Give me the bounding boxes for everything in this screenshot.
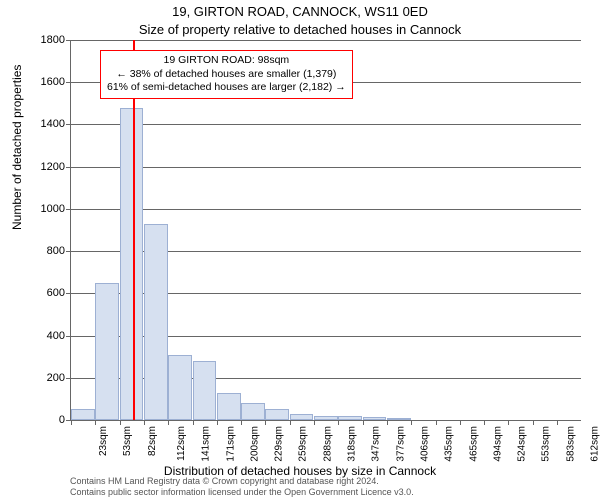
xtick-mark	[363, 420, 364, 425]
histogram-bar	[314, 416, 338, 420]
xtick-label: 435sqm	[444, 426, 455, 462]
histogram-bar	[265, 409, 289, 420]
xtick-mark	[533, 420, 534, 425]
chart-container: 19, GIRTON ROAD, CANNOCK, WS11 0ED Size …	[0, 0, 600, 500]
histogram-bar	[120, 108, 144, 420]
xtick-label: 553sqm	[541, 426, 552, 462]
xtick-label: 612sqm	[590, 426, 600, 462]
y-axis-label: Number of detached properties	[10, 65, 24, 230]
histogram-bar	[241, 403, 265, 420]
gridline	[71, 167, 581, 168]
info-line-1: 19 GIRTON ROAD: 98sqm	[107, 54, 346, 68]
xtick-mark	[557, 420, 558, 425]
histogram-bar	[71, 409, 95, 420]
xtick-label: 465sqm	[468, 426, 479, 462]
histogram-bar	[217, 393, 241, 420]
xtick-mark	[387, 420, 388, 425]
xtick-mark	[484, 420, 485, 425]
xtick-mark	[411, 420, 412, 425]
ytick-label: 1000	[25, 203, 65, 215]
xtick-label: 200sqm	[249, 426, 260, 462]
footer-line-2: Contains public sector information licen…	[70, 487, 414, 498]
ytick-label: 800	[25, 245, 65, 257]
xtick-mark	[241, 420, 242, 425]
xtick-label: 229sqm	[274, 426, 285, 462]
xtick-mark	[290, 420, 291, 425]
gridline	[71, 124, 581, 125]
histogram-bar	[338, 416, 362, 420]
xtick-mark	[314, 420, 315, 425]
xtick-label: 23sqm	[98, 426, 109, 456]
xtick-label: 288sqm	[322, 426, 333, 462]
xtick-mark	[217, 420, 218, 425]
histogram-bar	[168, 355, 192, 420]
xtick-label: 112sqm	[176, 426, 187, 461]
histogram-bar	[363, 417, 387, 420]
title-line-2: Size of property relative to detached ho…	[0, 22, 600, 37]
gridline	[71, 40, 581, 41]
xtick-mark	[460, 420, 461, 425]
footer-line-1: Contains HM Land Registry data © Crown c…	[70, 476, 414, 487]
gridline	[71, 209, 581, 210]
xtick-label: 259sqm	[298, 426, 309, 462]
histogram-bar	[290, 414, 314, 420]
xtick-label: 494sqm	[492, 426, 503, 462]
xtick-mark	[508, 420, 509, 425]
xtick-label: 82sqm	[147, 426, 158, 456]
ytick-label: 1600	[25, 76, 65, 88]
xtick-mark	[71, 420, 72, 425]
property-info-box: 19 GIRTON ROAD: 98sqm ← 38% of detached …	[100, 50, 353, 99]
ytick-label: 200	[25, 372, 65, 384]
histogram-bar	[387, 418, 411, 420]
xtick-mark	[95, 420, 96, 425]
ytick-label: 1400	[25, 118, 65, 130]
info-line-3: 61% of semi-detached houses are larger (…	[107, 81, 346, 95]
xtick-label: 171sqm	[225, 426, 236, 462]
xtick-mark	[436, 420, 437, 425]
xtick-mark	[168, 420, 169, 425]
info-line-2: ← 38% of detached houses are smaller (1,…	[107, 68, 346, 82]
title-line-1: 19, GIRTON ROAD, CANNOCK, WS11 0ED	[0, 4, 600, 19]
xtick-label: 53sqm	[122, 426, 133, 456]
xtick-label: 141sqm	[201, 426, 212, 462]
footer-attribution: Contains HM Land Registry data © Crown c…	[70, 476, 414, 498]
xtick-label: 347sqm	[371, 426, 382, 462]
ytick-label: 0	[25, 414, 65, 426]
xtick-mark	[265, 420, 266, 425]
xtick-label: 524sqm	[517, 426, 528, 462]
xtick-label: 406sqm	[419, 426, 430, 462]
xtick-label: 318sqm	[347, 426, 358, 462]
xtick-label: 377sqm	[395, 426, 406, 462]
xtick-mark	[338, 420, 339, 425]
histogram-bar	[193, 361, 217, 420]
ytick-label: 1800	[25, 34, 65, 46]
histogram-bar	[95, 283, 119, 420]
ytick-label: 1200	[25, 161, 65, 173]
xtick-mark	[193, 420, 194, 425]
xtick-mark	[144, 420, 145, 425]
histogram-bar	[144, 224, 168, 420]
xtick-mark	[120, 420, 121, 425]
xtick-label: 583sqm	[565, 426, 576, 462]
ytick-label: 600	[25, 287, 65, 299]
ytick-label: 400	[25, 330, 65, 342]
